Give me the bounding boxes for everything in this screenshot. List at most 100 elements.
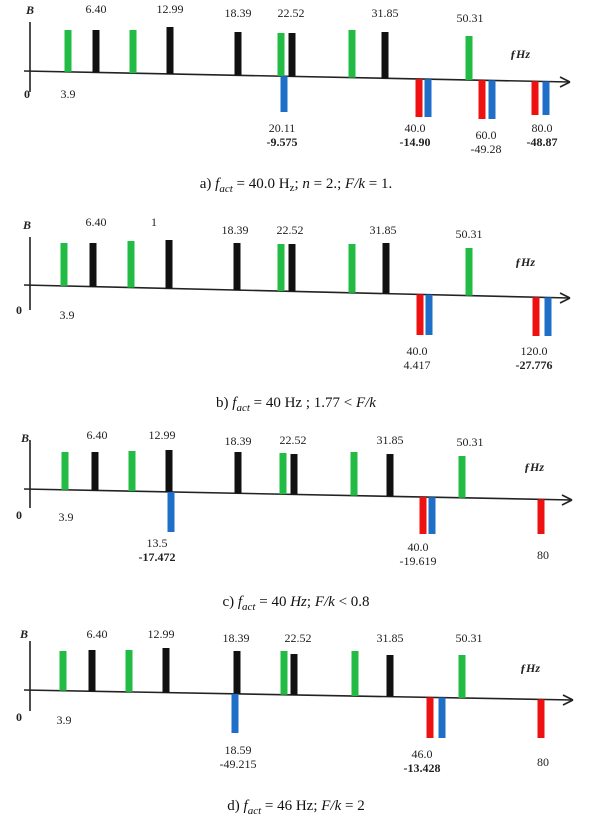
bottom-value-label: -49.28 (471, 142, 502, 156)
green-bar (59, 651, 67, 691)
bottom-value-label: 46.0 (412, 747, 433, 761)
bottom-value-label: 80 (537, 548, 549, 562)
bottom-value-label: -14.90 (400, 135, 431, 149)
frequency-axis (23, 689, 574, 701)
origin-label: 0 (16, 710, 22, 724)
black-bar (381, 32, 389, 79)
black-bar (233, 243, 241, 291)
amplitude-axis-label: B (19, 627, 28, 641)
frequency-label: 22.52 (277, 223, 304, 237)
bottom-value-label: 40.0 (408, 540, 429, 554)
bottom-value-label: 4.417 (404, 358, 431, 372)
frequency-label: 31.85 (372, 6, 399, 20)
blue-bar (167, 491, 175, 532)
green-bar (280, 651, 288, 695)
black-bar (386, 454, 394, 497)
black-bar (162, 648, 170, 693)
bottom-value-label: -19.619 (400, 554, 437, 568)
frequency-label: 3.9 (59, 510, 74, 524)
frequency-label: 6.40 (87, 627, 108, 641)
green-bar (465, 248, 473, 296)
black-bar (234, 452, 242, 494)
green-bar (350, 452, 358, 496)
frequency-label: 22.52 (285, 631, 312, 645)
panel-caption: b) fact = 40 Hz ; 1.77 < F/k (216, 395, 376, 414)
frequency-axis (23, 284, 571, 299)
black-bar (166, 27, 174, 74)
green-bar (125, 650, 133, 692)
frequency-label: 50.31 (457, 435, 484, 449)
blue-bar (428, 497, 436, 534)
frequency-label: 6.40 (87, 428, 108, 442)
green-bar (458, 456, 466, 498)
origin-label: 0 (16, 303, 22, 317)
blue-bar (438, 697, 446, 738)
black-bar (88, 650, 96, 692)
black-bar (233, 651, 241, 694)
bottom-value-label: 80.0 (532, 121, 553, 135)
bottom-value-label: 40.0 (407, 344, 428, 358)
bottom-value-label: -48.87 (527, 135, 558, 149)
black-bar (91, 452, 99, 491)
frequency-label: 50.31 (457, 11, 484, 25)
origin-label: 0 (16, 508, 22, 522)
frequency-label: 50.31 (456, 227, 483, 241)
panel-caption: d) fact = 46 Hz; F/k = 2 (227, 798, 364, 817)
frequency-label: 31.85 (377, 631, 404, 645)
frequency-label: 18.39 (222, 223, 249, 237)
panel-caption: a) fact = 40.0 Hz; n = 2.; F/k = 1. (200, 176, 393, 195)
frequency-label: 3.9 (57, 713, 72, 727)
frequency-axis (23, 70, 571, 83)
green-bar (64, 30, 72, 72)
axis-arrow-icon (562, 694, 574, 706)
green-bar (458, 655, 466, 698)
black-bar (288, 244, 296, 292)
black-bar (288, 33, 296, 77)
frequency-label: 3.9 (60, 308, 75, 322)
bottom-value-label: 40.0 (405, 121, 426, 135)
black-bar (89, 243, 97, 287)
blue-bar (425, 294, 433, 335)
frequency-label: 3.9 (61, 87, 76, 101)
black-bar (290, 454, 298, 495)
bottom-value-label: -27.776 (516, 358, 553, 372)
frequency-label: 22.52 (280, 433, 307, 447)
red-bar (416, 294, 424, 335)
black-bar (92, 30, 100, 73)
amplitude-axis-label: B (22, 218, 31, 232)
bottom-value-label: -17.472 (139, 550, 176, 564)
blue-bar (544, 297, 552, 336)
bottom-value-label: -13.428 (404, 761, 441, 775)
green-bar (61, 452, 69, 490)
frequency-label: 50.31 (456, 631, 483, 645)
black-bar (234, 32, 242, 76)
red-bar (419, 497, 427, 534)
bottom-value-label: 80 (537, 755, 549, 769)
bottom-value-label: 20.11 (269, 121, 296, 135)
red-bar (478, 80, 486, 119)
frequency-axis-label: ƒHz (515, 255, 535, 269)
axis-arrow-icon (561, 494, 573, 506)
red-bar (415, 78, 423, 117)
panel-caption: c) fact = 40 Hz; F/k < 0.8 (222, 594, 369, 613)
red-bar (532, 297, 540, 336)
black-bar (386, 655, 394, 697)
green-bar (348, 244, 356, 293)
blue-bar (424, 79, 432, 117)
red-bar (537, 699, 545, 738)
bottom-value-label: 13.5 (147, 536, 168, 550)
bottom-value-label: 18.59 (225, 743, 252, 757)
frequency-label: 12.99 (148, 627, 175, 641)
green-bar (279, 453, 287, 495)
frequency-label: 18.39 (223, 631, 250, 645)
bottom-value-label: 120.0 (521, 344, 548, 358)
frequency-label: 31.85 (370, 223, 397, 237)
origin-label: 0 (24, 87, 30, 101)
frequency-axis-label: ƒHz (524, 460, 544, 474)
black-bar (165, 450, 173, 492)
bottom-value-label: -9.575 (267, 135, 298, 149)
